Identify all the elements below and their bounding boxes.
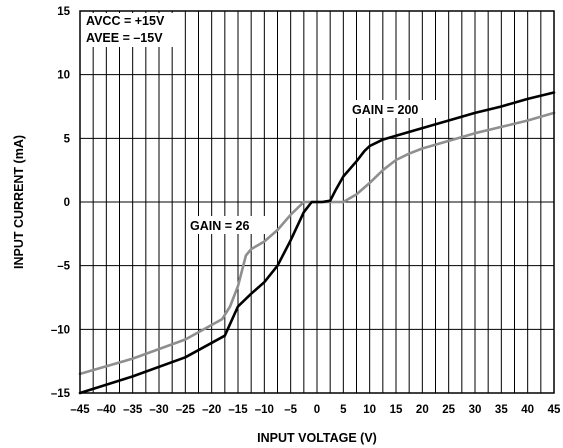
x-axis-title: INPUT VOLTAGE (V) — [257, 431, 377, 445]
gain-200-label-box — [348, 100, 440, 118]
x-tick-label: 20 — [416, 404, 429, 416]
plot-frame — [79, 10, 555, 394]
y-tick-label: –5 — [57, 261, 70, 273]
x-tick-label: 10 — [363, 404, 376, 416]
x-tick-label: 30 — [469, 404, 482, 416]
annotation-avee: AVEE = –15V — [86, 31, 163, 45]
grid — [80, 11, 554, 393]
y-tick-label: 10 — [57, 70, 70, 82]
y-tick-label: 5 — [64, 133, 71, 145]
x-tick-labels: –45 –40 –35 –30 –25 –20 –15 –10 –5 0 5 10 15 20 25 30 35… — [70, 404, 561, 416]
x-tick-label: 0 — [314, 404, 320, 416]
annotation-gain-200: GAIN = 200 — [352, 103, 418, 117]
x-tick-label: –35 — [123, 404, 143, 416]
x-tick-label: –25 — [176, 404, 196, 416]
y-axis-title: INPUT CURRENT (mA) — [12, 135, 26, 269]
x-tick-label: 5 — [340, 404, 347, 416]
x-tick-label: –10 — [255, 404, 274, 416]
annotation-avcc: AVCC = +15V — [86, 14, 165, 28]
series-line-gain-200 — [78, 91, 556, 395]
x-tick-label: –20 — [202, 404, 221, 416]
y-tick-label: –15 — [51, 388, 71, 400]
x-tick-label: –30 — [149, 404, 168, 416]
x-tick-label: 40 — [521, 404, 534, 416]
gain-26-label-box — [186, 216, 268, 234]
series-layer — [78, 91, 556, 395]
y-tick-labels: –15 –10 –5 0 5 10 15 — [51, 6, 71, 400]
supply-legend-box — [83, 13, 183, 47]
annotation-gain-26: GAIN = 26 — [190, 219, 249, 233]
x-tick-label: 15 — [390, 404, 403, 416]
x-tick-label: –40 — [97, 404, 116, 416]
x-tick-label: 45 — [548, 404, 561, 416]
x-tick-label: –5 — [284, 404, 297, 416]
x-tick-label: 35 — [495, 404, 508, 416]
y-tick-label: 15 — [57, 6, 70, 18]
y-tick-label: –10 — [51, 324, 70, 336]
x-tick-label: –45 — [70, 404, 90, 416]
x-tick-label: 25 — [442, 404, 455, 416]
y-tick-label: 0 — [64, 197, 70, 209]
x-tick-label: –15 — [228, 404, 248, 416]
